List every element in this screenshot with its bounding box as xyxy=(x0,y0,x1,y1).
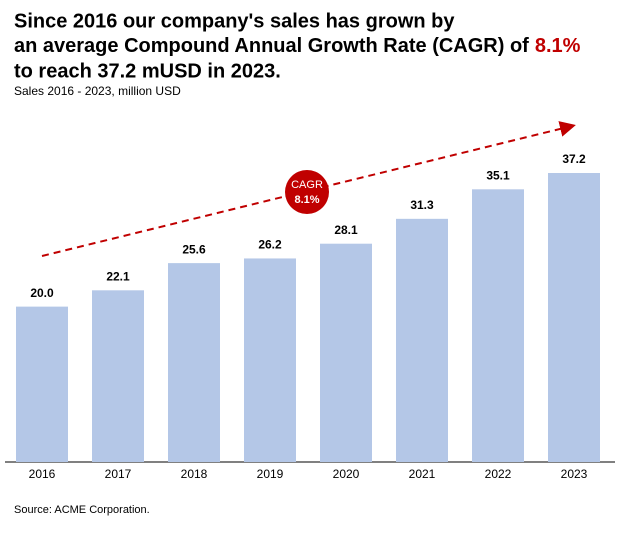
chart-title: to reach 37.2 mUSD in 2023. xyxy=(14,60,281,82)
value-label: 37.2 xyxy=(562,152,586,166)
value-label: 20.0 xyxy=(30,286,54,300)
chart-title-highlight: 8.1% xyxy=(535,35,581,57)
value-label: 28.1 xyxy=(334,223,358,237)
value-label: 31.3 xyxy=(410,198,434,212)
annotation: 8.1% xyxy=(294,194,319,206)
bar xyxy=(92,290,144,462)
bar xyxy=(16,306,68,462)
value-label: 26.2 xyxy=(258,238,282,252)
chart-title: Since 2016 our company's sales has grown… xyxy=(14,10,455,32)
value-label: 25.6 xyxy=(182,242,206,256)
bar xyxy=(548,173,600,462)
x-tick-label: 2023 xyxy=(561,467,588,481)
bar xyxy=(396,218,448,462)
cagr-badge xyxy=(285,170,329,214)
bar xyxy=(320,243,372,462)
chart-title: an average Compound Annual Growth Rate (… xyxy=(14,35,529,57)
x-tick-label: 2022 xyxy=(485,467,512,481)
x-tick-label: 2017 xyxy=(105,467,132,481)
x-tick-label: 2018 xyxy=(181,467,208,481)
chart-title: an average Compound Annual Growth Rate (… xyxy=(14,35,581,57)
x-tick-label: 2019 xyxy=(257,467,284,481)
x-tick-label: 2016 xyxy=(29,467,56,481)
bar xyxy=(244,258,296,462)
x-tick-label: 2020 xyxy=(333,467,360,481)
x-tick-label: 2021 xyxy=(409,467,436,481)
annotation: CAGR xyxy=(291,179,323,191)
bar xyxy=(168,263,220,462)
bar xyxy=(472,189,524,462)
source: Source: ACME Corporation. xyxy=(14,504,150,516)
value-label: 35.1 xyxy=(486,168,510,182)
trend-arrow xyxy=(41,121,576,257)
value-label: 22.1 xyxy=(106,269,130,283)
chart-subtitle: Sales 2016 - 2023, million USD xyxy=(14,84,181,98)
